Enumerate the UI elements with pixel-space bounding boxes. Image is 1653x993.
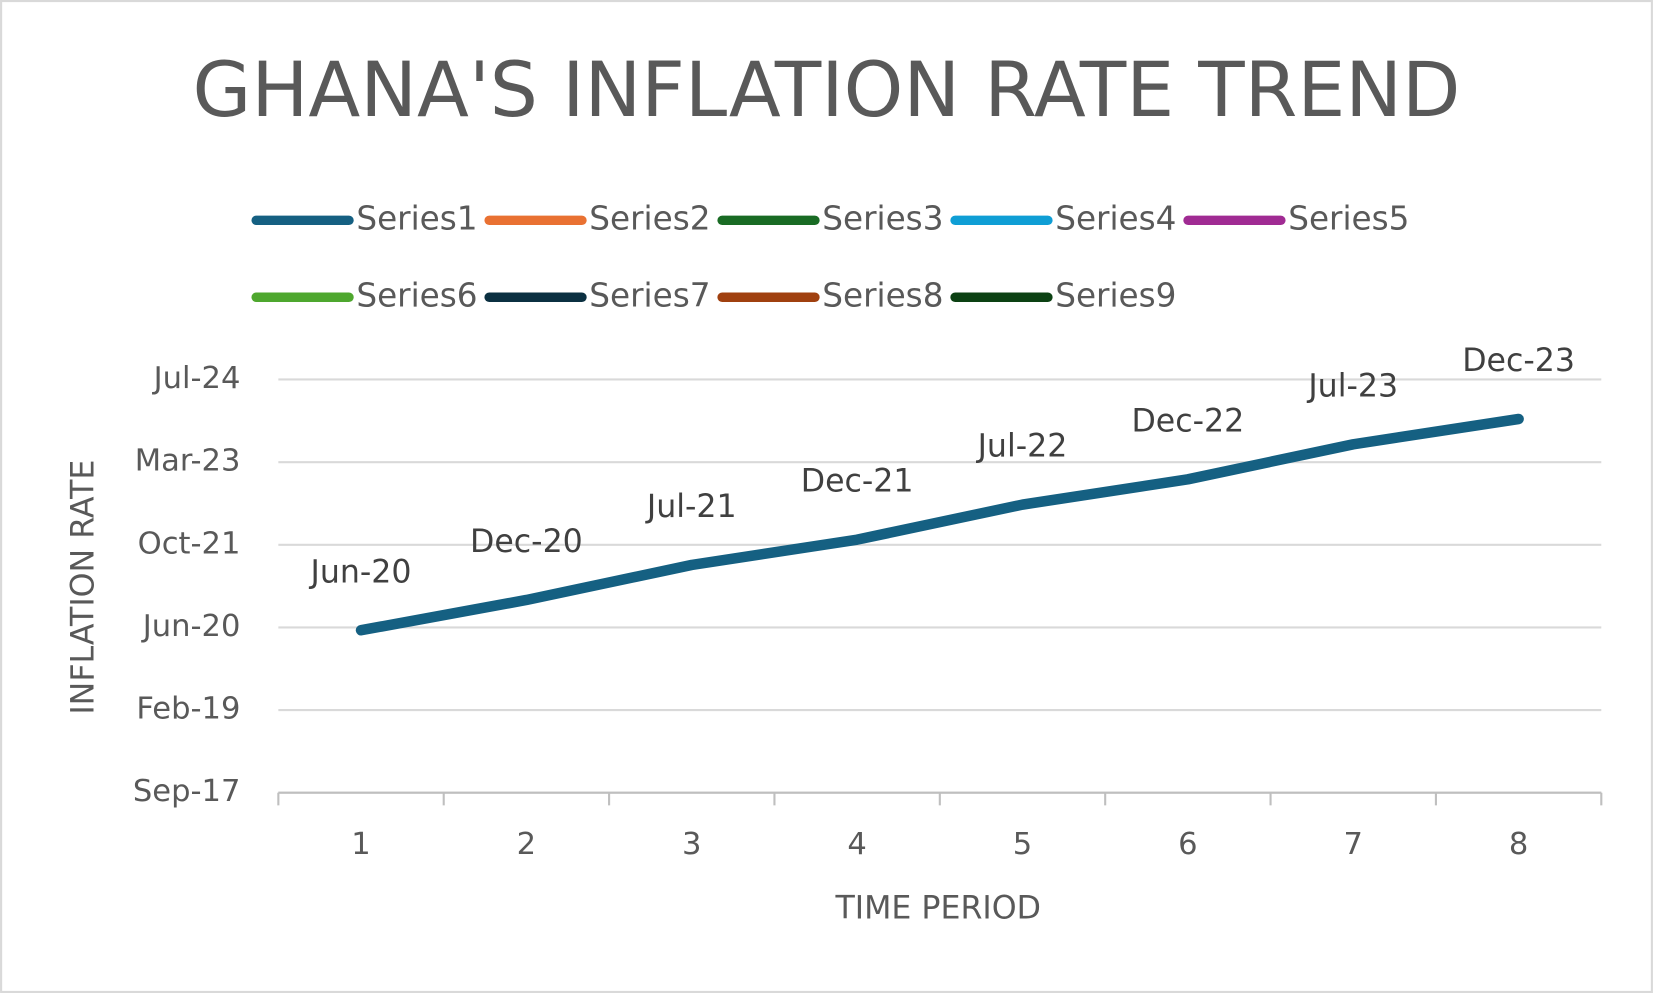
x-tick-label: 8	[1509, 827, 1528, 862]
data-label: Dec-21	[801, 464, 914, 500]
x-tick-label: 6	[1178, 827, 1197, 862]
legend-label: Series1	[356, 199, 477, 237]
data-label: Jul-21	[645, 489, 737, 525]
series-line	[355, 413, 1524, 636]
data-label: Jul-23	[1306, 368, 1398, 404]
legend-label: Series2	[589, 199, 710, 237]
x-tick-label: 3	[682, 827, 701, 862]
x-tick-label: 1	[351, 827, 370, 862]
legend-label: Series7	[589, 276, 710, 314]
y-tick-label: Oct-21	[138, 526, 241, 561]
x-axis-label: TIME PERIOD	[835, 891, 1041, 927]
legend-label: Series6	[356, 276, 477, 314]
legend-label: Series4	[1055, 199, 1176, 237]
y-axis-label: INFLATION RATE	[65, 460, 101, 715]
y-tick-label: Mar-23	[135, 444, 241, 479]
data-label: Dec-22	[1131, 403, 1244, 439]
data-label: Dec-20	[470, 524, 583, 560]
x-tick-label: 7	[1344, 827, 1363, 862]
data-label: Dec-23	[1462, 343, 1575, 379]
y-tick-label: Feb-19	[136, 692, 240, 727]
y-tick-label: Jul-24	[152, 361, 241, 396]
data-label: Jun-20	[309, 554, 412, 590]
chart-title: GHANA'S INFLATION RATE TREND	[193, 46, 1461, 134]
y-tick-label: Jun-20	[141, 609, 241, 644]
x-tick-label: 5	[1013, 827, 1032, 862]
legend-label: Series9	[1055, 276, 1176, 314]
y-tick-label: Sep-17	[133, 774, 241, 809]
legend-label: Series5	[1288, 199, 1409, 237]
x-tick-label: 4	[847, 827, 866, 862]
legend-label: Series8	[822, 276, 943, 314]
data-label: Jul-22	[976, 429, 1068, 465]
legend-label: Series3	[822, 199, 943, 237]
x-tick-label: 2	[517, 827, 536, 862]
